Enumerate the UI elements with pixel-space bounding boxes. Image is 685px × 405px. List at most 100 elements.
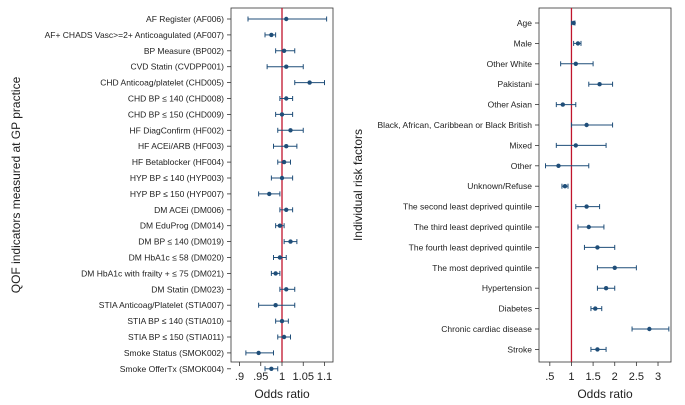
qof-category-label: AF Register (AF006): [146, 14, 224, 24]
risk-point-estimate: [571, 20, 576, 26]
qof-x-axis-title: Odds ratio: [254, 387, 310, 401]
qof-xtick-label: 1.05: [293, 371, 314, 383]
risk-point-estimate: [603, 286, 609, 291]
qof-point-estimate: [281, 48, 287, 53]
risk-point-estimate: [612, 265, 617, 270]
qof-point-estimate: [284, 207, 289, 212]
risk-point-estimate: [593, 306, 598, 311]
qof-xtick-label: 1: [279, 371, 285, 383]
qof-category-label: CHD Anticoag/platelet (CHD005): [100, 78, 224, 88]
qof-point-estimate: [281, 334, 287, 340]
risk-y-axis-title: Individual risk factors: [351, 129, 365, 241]
risk-category-label: Male: [514, 38, 533, 48]
qof-category-label: Smoke Status (SMOK002): [124, 348, 224, 358]
risk-category-label: The fourth least deprived quintile: [409, 242, 533, 252]
qof-xtick-label: .9: [235, 371, 244, 383]
qof-category-label: HF Betablocker (HF004): [132, 157, 224, 167]
qof-point-estimate: [256, 350, 261, 356]
qof-category-label: HF DiagConfirm (HF002): [130, 125, 225, 135]
risk-point-estimate: [584, 204, 589, 209]
qof-point-estimate: [284, 144, 289, 149]
qof-point-estimate: [284, 96, 289, 101]
risk-point-estimate: [595, 245, 600, 250]
risk-category-label: The third least deprived quintile: [414, 222, 532, 232]
risk-x-axis-title: Odds ratio: [577, 387, 633, 401]
risk-plot-frame: [538, 7, 672, 363]
qof-point-estimate: [284, 287, 289, 292]
qof-point-estimate: [279, 175, 285, 181]
risk-point-estimate: [573, 61, 578, 66]
risk-category-label: Other White: [487, 59, 533, 69]
qof-point-estimate: [273, 271, 278, 276]
qof-category-label: Smoke OfferTx (SMOK004): [120, 364, 224, 374]
qof-category-label: DM ACEi (DM006): [154, 205, 224, 215]
qof-category-label: CHD BP ≤ 150 (CHD009): [128, 109, 224, 119]
qof-category-label: AF+ CHADS Vasc>=2+ Anticoagulated (AF007…: [45, 30, 225, 40]
risk-category-label: Other: [511, 161, 532, 171]
risk-category-label: The most deprived quintile: [432, 263, 532, 273]
qof-point-estimate: [273, 303, 278, 308]
risk-point-estimate: [575, 41, 581, 46]
risk-xtick-label: .5: [545, 371, 554, 383]
risk-point-estimate: [595, 347, 600, 352]
qof-category-label: BP Measure (BP002): [144, 46, 224, 56]
qof-point-estimate: [279, 112, 285, 117]
risk-point-estimate: [560, 102, 566, 107]
risk-xtick-label: 2: [612, 371, 618, 383]
risk-category-label: Age: [517, 18, 532, 28]
risk-category-label: Mixed: [509, 140, 532, 150]
qof-point-estimate: [281, 159, 287, 165]
qof-category-label: STIA BP ≤ 140 (STIA010): [127, 316, 224, 326]
qof-point-estimate: [277, 255, 283, 260]
risk-category-label: Chronic cardiac disease: [441, 324, 532, 334]
qof-category-label: DM HbA1c ≤ 58 (DM020): [129, 253, 225, 263]
qof-category-label: HYP BP ≤ 140 (HYP003): [130, 173, 224, 183]
risk-xtick-label: 3: [655, 371, 661, 383]
qof-point-estimate: [267, 191, 272, 197]
qof-category-label: HYP BP ≤ 150 (HYP007): [130, 189, 224, 199]
risk-point-estimate: [586, 224, 591, 230]
risk-category-label: Hypertension: [482, 283, 532, 293]
qof-category-label: DM Statin (DM023): [151, 284, 224, 294]
risk-xtick-label: 1: [568, 371, 574, 383]
qof-category-label: DM HbA1c with frailty + ≤ 75 (DM021): [81, 268, 224, 278]
risk-point-estimate: [584, 122, 589, 128]
qof-point-estimate: [284, 16, 289, 22]
risk-category-label: Stroke: [507, 344, 532, 354]
risk-category-label: Other Asian: [488, 100, 533, 110]
qof-point-estimate: [269, 32, 274, 38]
qof-category-label: CHD BP ≤ 140 (CHD008): [128, 94, 224, 104]
qof-point-estimate: [288, 239, 293, 244]
qof-category-label: CVD Statin (CVDPP001): [130, 62, 224, 72]
qof-point-estimate: [288, 128, 293, 133]
qof-point-estimate: [279, 318, 285, 324]
qof-point-estimate: [307, 80, 312, 85]
qof-panel: AF Register (AF006) AF+ CHADS Vasc>=2+ An…: [9, 7, 334, 401]
qof-point-estimate: [277, 223, 283, 228]
risk-point-estimate: [647, 326, 652, 332]
qof-y-axis-title: QOF indicators measured at GP practice: [9, 76, 23, 293]
risk-category-label: Pakistani: [498, 79, 533, 89]
risk-point-estimate: [562, 184, 568, 189]
risk-point-estimate: [597, 82, 602, 87]
risk-category-label: Diabetes: [498, 304, 532, 314]
risk-panel: Age Male Other White Pakistani Other Asian Bl…: [351, 7, 672, 401]
qof-category-label: STIA Anticoag/Platelet (STIA007): [99, 300, 224, 310]
risk-point-estimate: [556, 163, 561, 168]
qof-point-estimate: [269, 366, 274, 371]
risk-xtick-label: 1.5: [585, 371, 600, 383]
risk-category-label: The second least deprived quintile: [403, 202, 532, 212]
qof-point-estimate: [284, 64, 289, 69]
qof-xtick-label: 1.1: [317, 371, 332, 383]
risk-category-label: Unknown/Refuse: [467, 181, 532, 191]
risk-category-label: Black, African, Caribbean or Black Briti…: [378, 120, 533, 130]
qof-category-label: DM EduProg (DM014): [140, 221, 224, 231]
risk-point-estimate: [573, 143, 578, 148]
risk-xtick-label: 2.5: [629, 371, 644, 383]
qof-category-label: STIA BP ≤ 150 (STIA011): [128, 332, 224, 342]
qof-xtick-label: .95: [253, 371, 268, 383]
qof-category-label: DM BP ≤ 140 (DM019): [138, 237, 224, 247]
qof-category-label: HF ACEi/ARB (HF003): [138, 141, 224, 151]
